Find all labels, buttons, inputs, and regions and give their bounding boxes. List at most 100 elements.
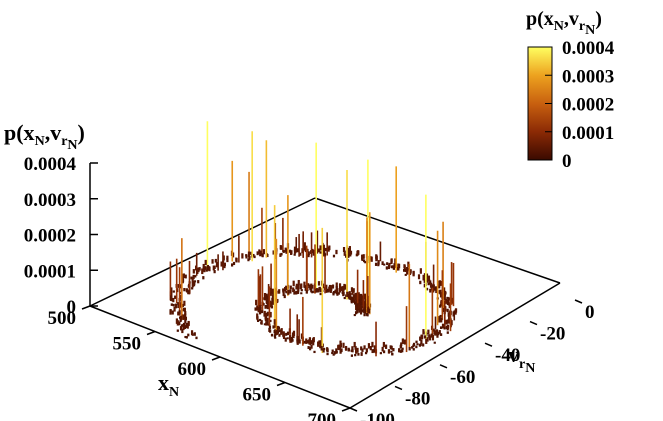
surface-speck xyxy=(252,253,255,257)
surface-speck xyxy=(343,296,346,300)
surface-speck xyxy=(443,290,447,296)
surface-speck xyxy=(300,333,304,339)
surface-speck xyxy=(273,319,276,325)
surface-speck xyxy=(422,329,425,335)
surface-speck xyxy=(259,318,262,321)
surface-speck xyxy=(282,292,285,297)
surface-speck xyxy=(377,262,380,267)
surface-speck xyxy=(295,283,298,289)
surface-speck xyxy=(282,333,286,340)
surface-speck xyxy=(350,354,354,357)
surface-speck xyxy=(202,276,205,280)
surface-speck xyxy=(191,287,194,290)
surface-speck xyxy=(192,282,196,287)
surface-speck xyxy=(253,255,256,259)
surface-speck xyxy=(300,289,303,292)
surface-speck xyxy=(438,280,441,287)
surface-speck xyxy=(196,269,199,275)
surface-speck xyxy=(447,312,450,317)
surface-speck xyxy=(328,286,331,292)
x-tick-label: 600 xyxy=(178,359,207,380)
surface-speck xyxy=(181,328,184,334)
surface-speck xyxy=(230,263,234,267)
surface-speck xyxy=(332,353,335,356)
x-axis-title: xN xyxy=(158,370,179,400)
surface-speck xyxy=(364,261,367,264)
surface-speck xyxy=(300,292,303,295)
surface-speck xyxy=(322,348,325,353)
surface-speck xyxy=(355,348,358,354)
surface-speck xyxy=(322,244,325,250)
surface-speck xyxy=(172,297,175,303)
surface-speck xyxy=(427,282,430,286)
surface-speck xyxy=(256,305,259,311)
surface-speck xyxy=(357,294,361,300)
surface-speck xyxy=(329,288,332,293)
surface-speck xyxy=(181,278,184,284)
surface-speck xyxy=(317,288,320,293)
surface-speck xyxy=(379,352,382,355)
surface-speck xyxy=(384,344,388,349)
surface-speck xyxy=(259,250,262,256)
surface-speck xyxy=(272,291,275,297)
surface-speck xyxy=(429,288,432,293)
surface-speck xyxy=(317,248,321,253)
surface-speck xyxy=(271,288,274,295)
surface-speck xyxy=(393,263,396,268)
surface-speck xyxy=(403,265,406,271)
surface-speck xyxy=(297,287,300,292)
surface-speck xyxy=(366,313,369,317)
surface-speck xyxy=(267,303,270,309)
surface-speck xyxy=(443,287,446,293)
surface-speck xyxy=(441,323,445,329)
surface-speck xyxy=(337,292,340,295)
surface-speck xyxy=(289,285,292,290)
surface-speck xyxy=(390,345,393,350)
surface-speck xyxy=(391,352,394,356)
surface-speck xyxy=(266,313,269,317)
surface-speck xyxy=(423,283,426,288)
surface-speck xyxy=(364,310,367,314)
surface-speck xyxy=(435,329,439,335)
surface-speck xyxy=(353,341,356,348)
surface-speck xyxy=(257,307,260,313)
surface-speck xyxy=(247,251,251,257)
surface-speck xyxy=(437,331,440,336)
surface-speck xyxy=(312,340,315,346)
surface-speck xyxy=(312,249,316,255)
surface-speck xyxy=(275,329,279,335)
surface-speck xyxy=(432,284,435,289)
surface-speck xyxy=(272,250,275,255)
surface-speck xyxy=(445,325,448,330)
surface-speck xyxy=(193,332,196,336)
surface-speck xyxy=(299,284,302,290)
surface-speck xyxy=(296,340,299,345)
surface-speck xyxy=(342,342,345,348)
surface-speck xyxy=(203,267,206,273)
surface-speck xyxy=(327,289,330,293)
surface-speck xyxy=(278,333,281,337)
surface-speck xyxy=(190,276,193,280)
surface-speck xyxy=(422,274,425,281)
surface-speck xyxy=(399,350,402,353)
surface-speck xyxy=(172,303,175,307)
surface-speck xyxy=(344,254,348,258)
surface-speck xyxy=(438,330,441,334)
surface-speck xyxy=(177,311,180,316)
surface-speck xyxy=(232,261,236,266)
surface-speck xyxy=(226,257,229,263)
y-tick-mark xyxy=(349,407,358,412)
surface-speck xyxy=(360,346,363,351)
surface-speck xyxy=(282,288,285,293)
surface-speck xyxy=(354,353,357,357)
surface-speck xyxy=(349,296,352,300)
surface-speck xyxy=(182,322,186,327)
y-ticks: 0 -20 -40 -60 -80 -100 xyxy=(349,299,595,421)
surface-speck xyxy=(440,299,443,305)
surface-speck xyxy=(206,264,210,270)
surface-speck xyxy=(326,347,329,352)
surface-speck xyxy=(273,329,276,334)
surface-speck xyxy=(335,286,338,290)
surface-speck xyxy=(419,268,422,274)
